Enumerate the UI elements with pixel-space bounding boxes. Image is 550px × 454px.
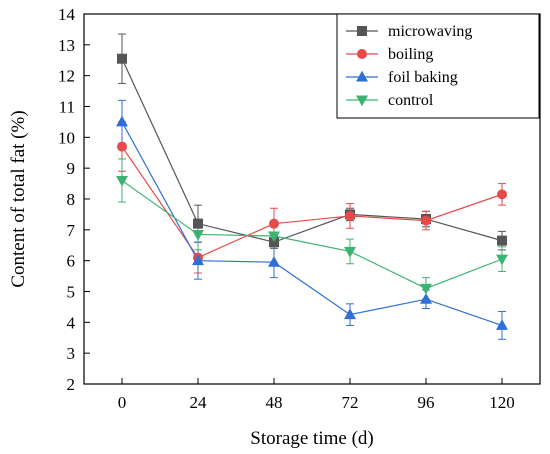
data-point-control (192, 229, 204, 241)
x-tick-label: 24 (190, 393, 208, 412)
series-line-control (121, 180, 503, 290)
x-tick-label: 72 (342, 393, 359, 412)
legend-marker (357, 49, 367, 59)
x-tick-label: 0 (118, 393, 127, 412)
x-axis-label: Storage time (d) (250, 428, 373, 449)
data-point-microwaving (497, 235, 507, 246)
data-point-foil-baking (192, 254, 204, 266)
y-tick-label: 7 (67, 221, 76, 240)
data-point-foil-baking (420, 292, 432, 304)
y-axis-label: Content of total fat (%) (8, 110, 29, 287)
legend-label: control (388, 92, 434, 109)
y-tick-label: 11 (59, 98, 75, 117)
y-tick-label: 8 (67, 190, 76, 209)
y-tick-label: 6 (67, 252, 76, 271)
data-point-microwaving (193, 218, 203, 229)
y-tick-label: 14 (58, 5, 76, 24)
y-tick-label: 9 (67, 159, 76, 178)
y-axis-ticks: 2 3 4 5 6 7 8 9 10 11 12 13 14 (58, 5, 90, 394)
data-point-foil-baking (268, 255, 280, 267)
series-line-boiling (121, 146, 503, 259)
data-point-control (116, 176, 128, 187)
series-lines (121, 58, 503, 326)
data-point-foil-baking (116, 115, 128, 127)
legend: microwaving boiling foil baking control (336, 13, 540, 119)
series-markers (116, 53, 508, 330)
legend-label: foil baking (388, 69, 458, 86)
legend-marker (356, 70, 368, 82)
data-point-control (268, 231, 280, 243)
y-tick-label: 10 (58, 128, 75, 147)
data-point-boiling (269, 218, 279, 229)
data-point-boiling (345, 210, 355, 221)
x-axis-ticks: 0 24 48 72 96 120 (118, 378, 515, 412)
legend-marker (357, 26, 367, 36)
x-tick-label: 48 (266, 393, 283, 412)
x-tick-label: 120 (489, 393, 515, 412)
data-point-microwaving (117, 53, 127, 64)
legend-marker (356, 95, 368, 107)
series-line-microwaving (121, 58, 503, 243)
y-tick-label: 2 (67, 375, 76, 394)
y-tick-label: 5 (67, 283, 76, 302)
y-tick-label: 12 (58, 67, 75, 86)
data-point-boiling (497, 189, 507, 200)
y-tick-label: 3 (67, 344, 76, 363)
series-line-foil-baking (121, 121, 503, 326)
data-point-control (344, 246, 356, 258)
legend-label: microwaving (388, 23, 472, 40)
y-tick-label: 4 (67, 313, 76, 332)
data-point-boiling (421, 215, 431, 226)
data-point-control (496, 254, 508, 266)
legend-label: boiling (388, 46, 433, 63)
data-point-foil-baking (344, 308, 356, 320)
y-tick-label: 13 (58, 36, 75, 55)
data-point-boiling (117, 141, 127, 152)
data-point-control (420, 283, 432, 295)
data-point-foil-baking (496, 319, 508, 330)
x-tick-label: 96 (418, 393, 435, 412)
